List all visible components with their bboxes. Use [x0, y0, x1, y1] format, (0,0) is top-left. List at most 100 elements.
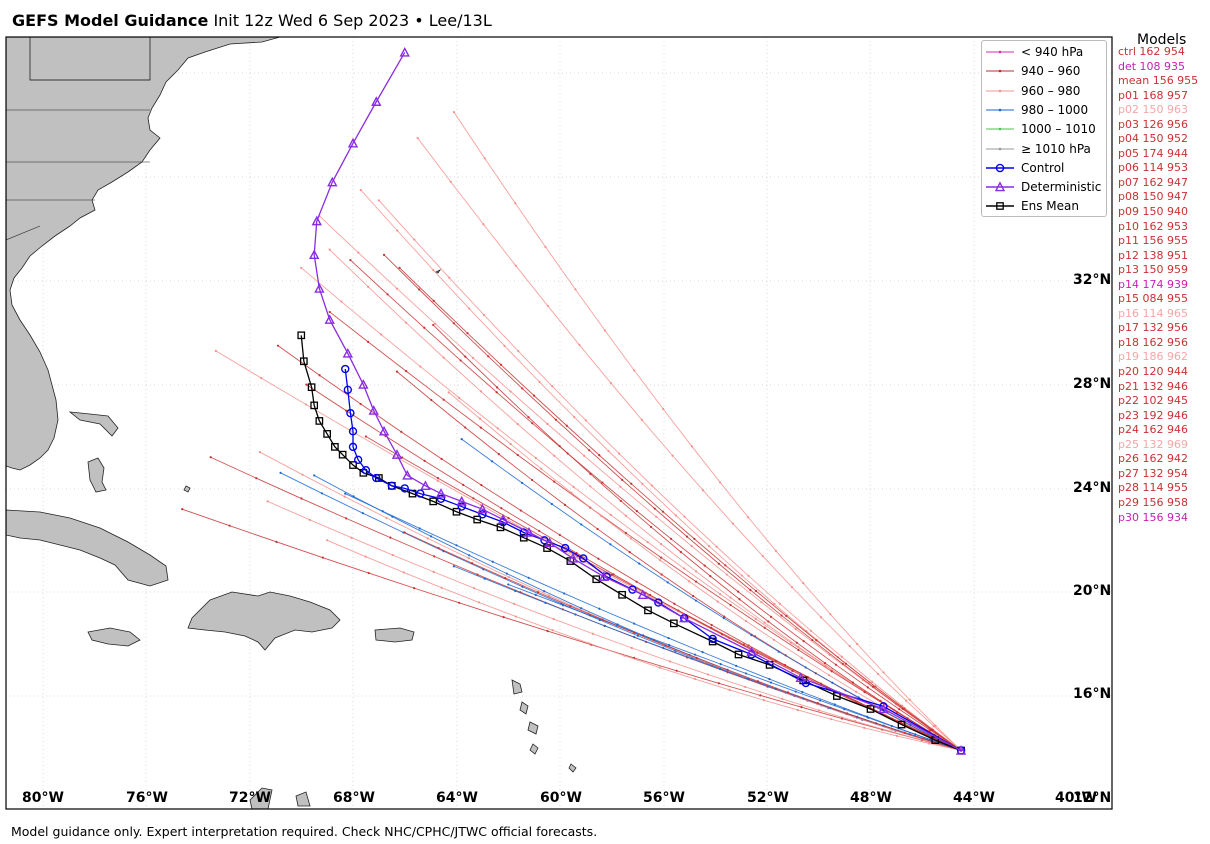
track-point	[756, 680, 760, 683]
track-point	[830, 670, 833, 673]
track-point	[379, 333, 383, 336]
bermuda	[435, 268, 442, 274]
forecast-tracks	[181, 46, 967, 755]
legend-item: ≥ 1010 hPa	[982, 140, 1106, 158]
control-point	[436, 494, 446, 503]
track-point	[874, 685, 877, 688]
track-point	[459, 359, 462, 362]
legend-label: Deterministic	[1021, 180, 1102, 195]
track-point	[851, 681, 854, 684]
track-point	[701, 489, 705, 492]
track-point	[275, 540, 278, 543]
track-point	[754, 617, 757, 620]
track-point	[794, 627, 797, 631]
track-point	[774, 659, 778, 663]
ens-mean-point	[299, 357, 308, 366]
model-entry: p29 156 958	[1118, 495, 1188, 509]
track-point	[527, 576, 530, 579]
track-point	[509, 442, 512, 446]
models-list: ctrl 162 954 det 108 935 mean 156 955 p01 1…	[1118, 45, 1198, 525]
track-point	[763, 626, 766, 629]
track-point	[300, 497, 303, 500]
track-point	[471, 356, 475, 360]
track-point	[638, 562, 641, 565]
deterministic-point	[497, 514, 509, 524]
track-point	[903, 707, 906, 710]
track-point	[578, 343, 581, 347]
track-point	[418, 288, 421, 291]
model-entry: p15 084 955	[1118, 292, 1188, 306]
track-point	[553, 480, 556, 483]
track-point	[509, 390, 512, 393]
track-point	[797, 648, 800, 651]
lat-label-12: 12°N	[1073, 790, 1112, 806]
model-entry: p19 186 962	[1118, 350, 1188, 364]
track-point	[800, 656, 803, 659]
deterministic-point	[342, 347, 353, 358]
track-point	[181, 508, 184, 511]
track-point	[635, 510, 638, 513]
track-point	[377, 199, 380, 202]
track-point	[572, 485, 575, 488]
model-entry: mean 156 955	[1118, 74, 1199, 88]
model-entry: p08 150 947	[1118, 190, 1188, 204]
track-point	[432, 323, 435, 327]
track-point	[619, 499, 622, 503]
track-point	[598, 454, 601, 457]
track-point	[507, 583, 510, 586]
track-point	[472, 497, 475, 500]
lon-label-76: 76°W	[126, 790, 168, 806]
control-point	[579, 554, 588, 563]
track-point	[896, 711, 899, 714]
track-point	[521, 387, 524, 390]
track-point	[514, 202, 517, 205]
track-point	[436, 479, 439, 482]
track-point	[666, 581, 669, 584]
track-point	[801, 690, 804, 694]
model-entry: p07 162 947	[1118, 175, 1188, 189]
deterministic-point	[477, 503, 488, 514]
deterministic-track	[313, 52, 962, 752]
title-subtitle: Init 12z Wed 6 Sep 2023 • Lee/13L	[213, 11, 492, 30]
ens-mean-point	[323, 430, 331, 438]
track-point	[796, 708, 799, 712]
control-point	[387, 481, 397, 491]
track-point	[694, 599, 698, 602]
deterministic-point	[679, 612, 690, 623]
track-point	[668, 643, 671, 647]
track-point	[863, 690, 866, 694]
track-point	[490, 460, 494, 463]
track-point	[671, 454, 674, 457]
track-point	[778, 602, 782, 605]
track-point	[584, 419, 587, 422]
track-point	[436, 477, 440, 480]
model-entry: p12 138 951	[1118, 248, 1188, 262]
track-point	[690, 445, 693, 448]
track-point	[531, 422, 534, 425]
track-point	[563, 503, 567, 506]
track-point	[430, 398, 433, 402]
legend-item: Control	[982, 159, 1106, 177]
track-point	[536, 591, 540, 594]
track-point	[508, 576, 511, 579]
track-point	[735, 664, 738, 667]
track-point	[597, 557, 600, 560]
track-point	[695, 656, 698, 659]
track-point	[357, 251, 360, 254]
track-point	[558, 533, 561, 537]
south-america-coast	[249, 787, 273, 809]
legend-item: < 940 hPa	[982, 43, 1106, 61]
landmasses	[6, 37, 577, 809]
track-point	[402, 571, 405, 574]
deterministic-point	[435, 488, 447, 498]
ens-mean-point	[338, 450, 347, 459]
track-point	[760, 601, 763, 604]
track-point	[433, 555, 436, 558]
track-point	[473, 587, 476, 590]
track-point	[552, 617, 555, 621]
track-point	[400, 430, 403, 433]
ens-mean-point	[429, 497, 438, 506]
track-point	[483, 577, 486, 580]
track-point	[448, 276, 451, 279]
track-point	[772, 638, 776, 641]
